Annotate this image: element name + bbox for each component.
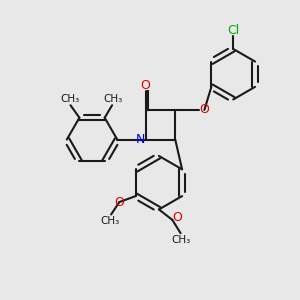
Text: CH₃: CH₃ <box>103 94 122 104</box>
Text: O: O <box>141 79 151 92</box>
Text: CH₃: CH₃ <box>101 216 120 226</box>
Text: O: O <box>200 103 209 116</box>
Text: N: N <box>136 133 145 146</box>
Text: O: O <box>114 196 124 209</box>
Text: CH₃: CH₃ <box>60 94 80 104</box>
Text: CH₃: CH₃ <box>172 235 191 245</box>
Text: Cl: Cl <box>227 24 239 37</box>
Text: O: O <box>173 211 183 224</box>
